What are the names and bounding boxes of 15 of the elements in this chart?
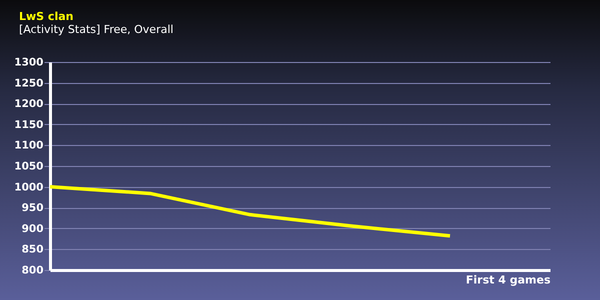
- y-tick-label: 1100: [14, 140, 44, 152]
- y-tick-label: 1150: [14, 118, 44, 131]
- y-tick-label: 1300: [14, 56, 44, 68]
- y-tick-label: 950: [22, 202, 44, 214]
- x-axis-title: First 4 games: [466, 274, 551, 286]
- line-series: [48, 185, 452, 238]
- y-tick-label: 850: [22, 244, 44, 256]
- y-tick-label: 1000: [14, 181, 44, 194]
- y-tick-label: 1050: [14, 160, 44, 172]
- y-tick-label: 1250: [14, 77, 44, 90]
- chart-subtitle: [Activity Stats] Free, Overall: [19, 23, 174, 36]
- y-tick-label: 800: [22, 264, 44, 276]
- y-tick-label: 900: [22, 222, 44, 235]
- chart-title: LwS clan: [19, 10, 74, 23]
- y-tick-label: 1200: [14, 98, 44, 110]
